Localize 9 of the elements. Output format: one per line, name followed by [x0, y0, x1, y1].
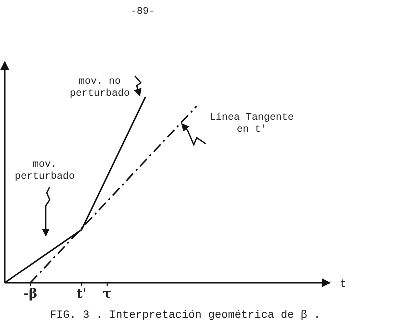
x-tick-label: -β	[24, 287, 38, 302]
x-axis-title: t	[340, 279, 347, 291]
text: -89-	[130, 7, 156, 18]
x-tick-label: t'	[76, 287, 87, 302]
annotation: mov. no perturbado	[70, 77, 130, 100]
annotation: Línea Tangente en t'	[210, 112, 294, 136]
annotation: mov. perturbado	[14, 160, 76, 183]
text: FIG. 3 . Interpretación geométrica de β .	[50, 310, 321, 322]
x-tick-label: τ	[103, 287, 112, 302]
